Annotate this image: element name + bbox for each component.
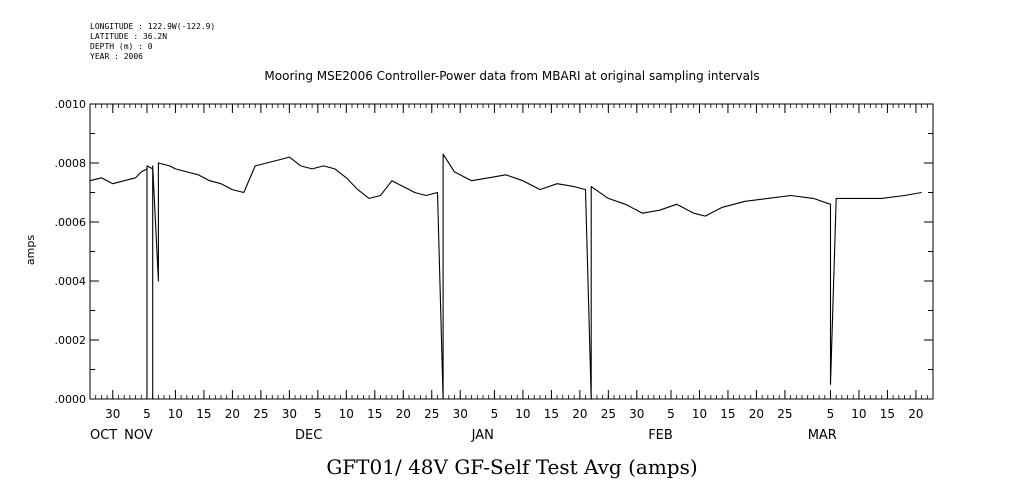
x-axis-label: GFT01/ 48V GF-Self Test Avg (amps): [326, 455, 697, 479]
x-tick-label: 10: [515, 407, 530, 421]
x-tick-label: 10: [692, 407, 707, 421]
x-tick-label: 10: [168, 407, 183, 421]
x-month-label: NOV: [124, 428, 153, 443]
x-tick-label: 20: [396, 407, 411, 421]
x-month-label: JAN: [471, 428, 494, 443]
x-tick-label: 5: [491, 407, 499, 421]
x-tick-label: 20: [749, 407, 764, 421]
series-line: [89, 153, 922, 400]
metadata-block: LONGITUDE : 122.9W(-122.9) LATITUDE : 36…: [90, 22, 215, 62]
x-tick-label: 25: [601, 407, 616, 421]
longitude-label: LONGITUDE : 122.9W(-122.9): [90, 22, 216, 31]
x-tick-label: 5: [143, 407, 151, 421]
year-label: YEAR : 2006: [90, 52, 143, 61]
y-tick-label: .0006: [55, 216, 87, 229]
x-month-label: MAR: [808, 428, 837, 443]
x-tick-label: 25: [777, 407, 792, 421]
x-tick-label: 30: [453, 407, 468, 421]
x-tick-label: 30: [629, 407, 644, 421]
x-tick-label: 25: [424, 407, 439, 421]
y-tick-label: .0010: [55, 98, 87, 111]
depth-label: DEPTH (m) : 0: [90, 42, 153, 51]
y-tick-label: .0008: [55, 157, 87, 170]
x-tick-label: 30: [282, 407, 297, 421]
x-tick-label: 20: [908, 407, 923, 421]
x-tick-label: 10: [851, 407, 866, 421]
x-tick-label: 15: [720, 407, 735, 421]
x-tick-label: 5: [827, 407, 835, 421]
x-tick-label: 20: [572, 407, 587, 421]
x-month-label: FEB: [648, 428, 673, 443]
latitude-label: LATITUDE : 36.2N: [90, 32, 168, 41]
x-tick-label: 20: [225, 407, 240, 421]
y-tick-label: .0004: [55, 275, 87, 288]
x-month-label: DEC: [295, 428, 322, 443]
x-tick-label: 15: [544, 407, 559, 421]
x-tick-label: 25: [253, 407, 268, 421]
chart-title: Mooring MSE2006 Controller-Power data fr…: [264, 69, 759, 83]
y-tick-label: .0000: [55, 393, 87, 406]
y-tick-label: .0002: [55, 334, 87, 347]
x-month-label: OCT: [90, 428, 117, 443]
plot-frame: [89, 103, 934, 400]
x-tick-label: 5: [667, 407, 675, 421]
x-tick-label: 10: [339, 407, 354, 421]
x-tick-label: 15: [196, 407, 211, 421]
y-axis-label: amps: [24, 235, 37, 265]
x-tick-label: 15: [367, 407, 382, 421]
x-tick-label: 30: [105, 407, 120, 421]
x-tick-label: 15: [880, 407, 895, 421]
x-tick-label: 5: [314, 407, 322, 421]
